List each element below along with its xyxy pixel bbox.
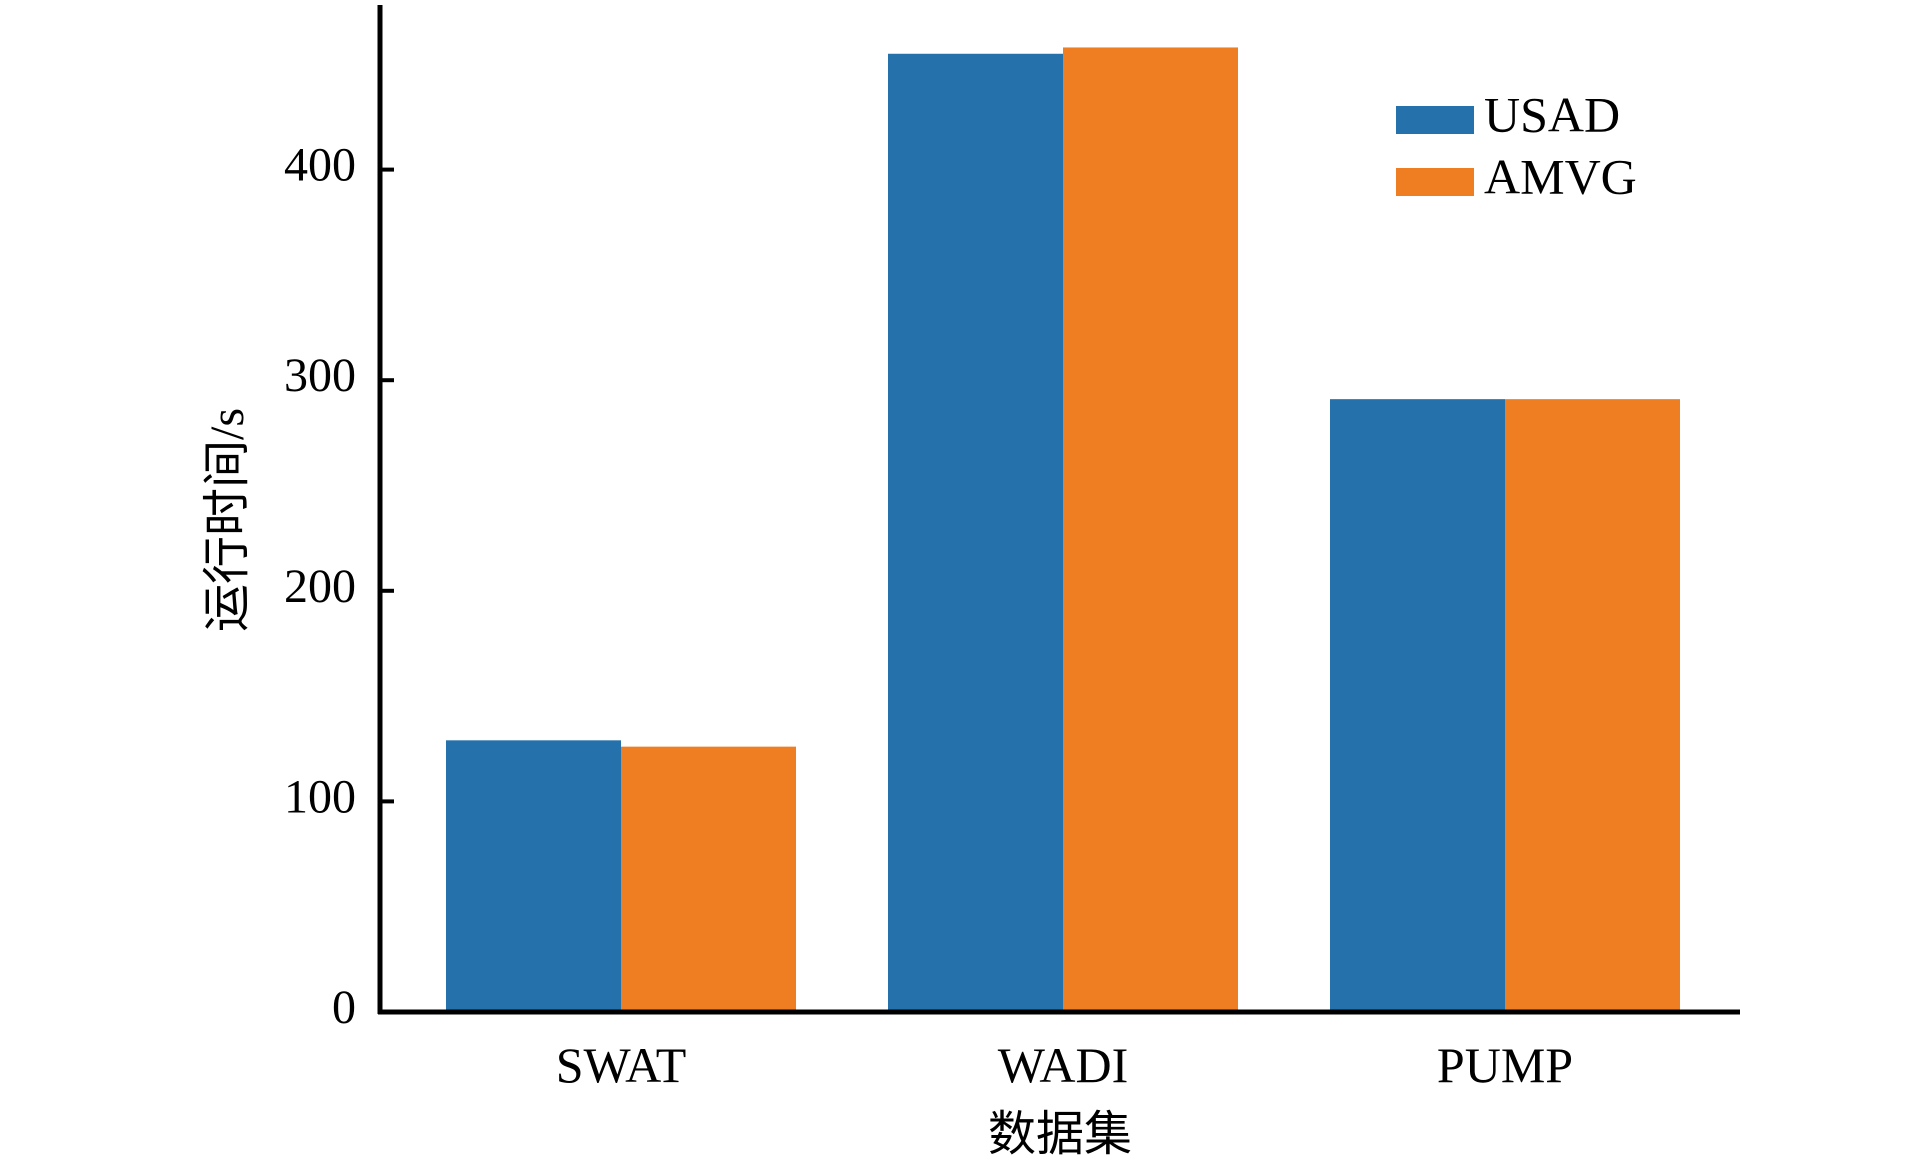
bar-amvg-swat [621,746,796,1012]
bar-usad-wadi [888,53,1063,1012]
legend: USAD AMVG [1396,86,1637,204]
bar-amvg-pump [1505,399,1680,1012]
bar-amvg-wadi [1063,47,1238,1012]
y-tick-label: 400 [284,139,356,192]
y-tick-label: 300 [284,349,356,402]
x-tick-label-swat: SWAT [556,1037,687,1093]
x-tick-label-wadi: WADI [998,1037,1129,1093]
bar-usad-pump [1330,399,1505,1012]
y-tick-label: 100 [284,770,356,823]
x-labels-group: SWAT WADI PUMP [556,1037,1573,1093]
legend-label-usad: USAD [1484,86,1620,142]
legend-label-amvg: AMVG [1484,148,1637,204]
y-tick-label: 0 [332,981,356,1034]
y-tick-label: 200 [284,560,356,613]
x-axis-title: 数据集 [988,1108,1132,1157]
bar-usad-swat [446,740,621,1012]
legend-swatch-amvg [1396,168,1474,196]
y-axis-title: 运行时间/s [201,408,254,632]
bars-group [446,47,1680,1012]
x-tick-label-pump: PUMP [1437,1037,1573,1093]
legend-swatch-usad [1396,106,1474,134]
y-ticks-group: 0 100 200 300 400 [284,139,394,1034]
